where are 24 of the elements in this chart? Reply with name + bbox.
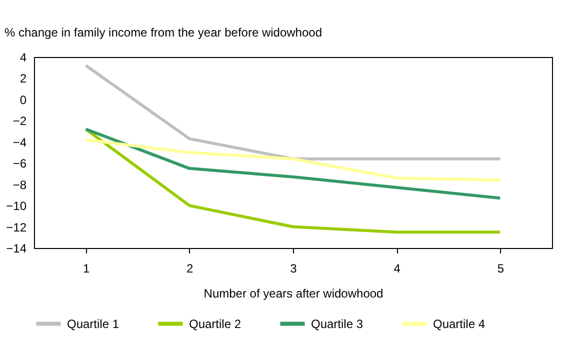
y-tick-label: −6 <box>12 156 27 171</box>
y-tick-label: 2 <box>20 72 27 86</box>
x-axis-title: Number of years after widowhood <box>204 286 384 300</box>
x-tick-label: 5 <box>497 262 504 276</box>
x-tick-label: 2 <box>186 262 194 276</box>
line-series <box>84 138 502 182</box>
legend-label: Quartile 1 <box>67 316 120 331</box>
y-tick-label: −10 <box>6 199 27 214</box>
y-tick-label: −2 <box>12 114 27 128</box>
y-tick-label: 4 <box>20 50 27 64</box>
y-tick-label: 0 <box>20 92 27 107</box>
legend-label: Quartile 3 <box>311 316 364 331</box>
legend-label: Quartile 2 <box>189 316 242 331</box>
y-axis-title: % change in family income from the year before widowhood <box>4 26 322 40</box>
y-tick-label: −4 <box>12 135 27 150</box>
x-tick-label: 4 <box>394 262 401 276</box>
line-series <box>84 128 502 200</box>
line-series <box>84 128 502 234</box>
y-tick-label: −14 <box>6 242 27 256</box>
y-tick-label: −8 <box>12 178 27 192</box>
y-tick-label: −12 <box>6 220 27 234</box>
legend-label: Quartile 4 <box>433 316 486 331</box>
x-tick-label: 3 <box>290 262 298 276</box>
x-tick-label: 1 <box>82 262 90 276</box>
